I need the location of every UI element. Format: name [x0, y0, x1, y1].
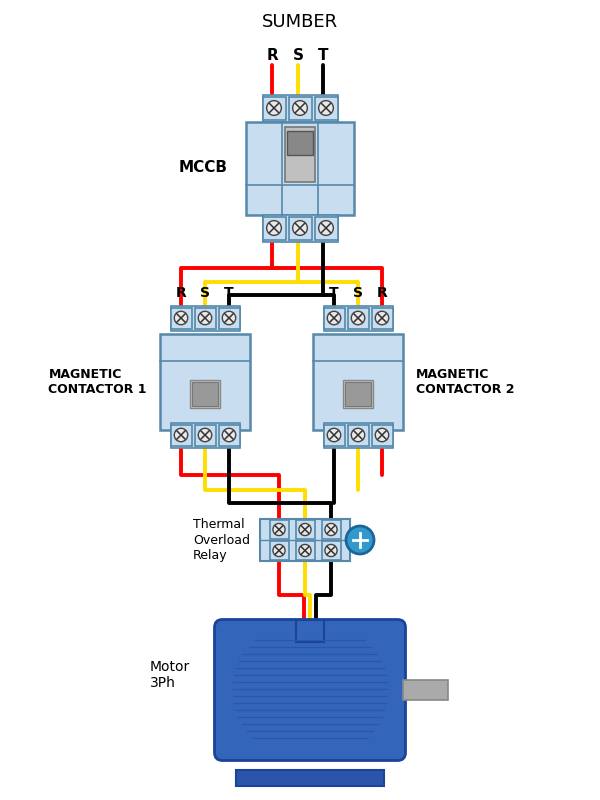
- Bar: [289, 217, 311, 239]
- Bar: [322, 541, 341, 560]
- Bar: [313, 334, 403, 430]
- Circle shape: [325, 523, 337, 535]
- Circle shape: [351, 311, 365, 325]
- Bar: [371, 425, 392, 446]
- Bar: [236, 770, 385, 786]
- Circle shape: [174, 428, 188, 442]
- Circle shape: [293, 101, 307, 115]
- Bar: [263, 217, 286, 239]
- Text: SUMBER: SUMBER: [262, 13, 338, 31]
- Circle shape: [299, 545, 311, 557]
- Bar: [260, 519, 350, 561]
- Bar: [194, 307, 215, 329]
- Circle shape: [319, 221, 334, 235]
- Bar: [246, 122, 354, 215]
- Bar: [218, 307, 239, 329]
- Bar: [289, 97, 311, 119]
- Circle shape: [273, 523, 285, 535]
- Circle shape: [299, 523, 311, 535]
- Bar: [194, 425, 215, 446]
- Circle shape: [198, 311, 212, 325]
- Text: R: R: [176, 286, 187, 300]
- Bar: [287, 131, 313, 154]
- Bar: [170, 307, 191, 329]
- Bar: [347, 425, 368, 446]
- Bar: [263, 97, 286, 119]
- Bar: [160, 334, 250, 430]
- Bar: [296, 541, 314, 560]
- Text: S: S: [353, 286, 363, 300]
- Circle shape: [174, 311, 188, 325]
- Bar: [314, 97, 337, 119]
- Bar: [296, 520, 314, 539]
- Circle shape: [346, 526, 374, 554]
- Bar: [314, 217, 337, 239]
- Text: MAGNETIC
CONTACTOR 1: MAGNETIC CONTACTOR 1: [49, 368, 147, 396]
- Circle shape: [273, 545, 285, 557]
- Bar: [347, 307, 368, 329]
- Bar: [170, 422, 239, 447]
- Bar: [323, 306, 392, 330]
- Text: Motor
3Ph: Motor 3Ph: [150, 660, 190, 690]
- Bar: [323, 425, 344, 446]
- Bar: [285, 127, 315, 182]
- Circle shape: [375, 311, 389, 325]
- Circle shape: [266, 221, 281, 235]
- Circle shape: [319, 101, 334, 115]
- Text: S: S: [293, 47, 304, 62]
- Bar: [263, 94, 337, 122]
- Circle shape: [198, 428, 212, 442]
- Circle shape: [266, 101, 281, 115]
- Bar: [170, 425, 191, 446]
- Circle shape: [222, 311, 236, 325]
- Text: T: T: [329, 286, 339, 300]
- Circle shape: [293, 221, 307, 235]
- Text: Thermal
Overload
Relay: Thermal Overload Relay: [193, 518, 250, 562]
- Bar: [218, 425, 239, 446]
- Circle shape: [375, 428, 389, 442]
- Bar: [371, 307, 392, 329]
- FancyBboxPatch shape: [215, 619, 406, 761]
- Bar: [192, 382, 218, 406]
- Circle shape: [327, 428, 341, 442]
- Text: T: T: [224, 286, 234, 300]
- Text: MAGNETIC
CONTACTOR 2: MAGNETIC CONTACTOR 2: [416, 368, 515, 396]
- Bar: [190, 379, 220, 407]
- Bar: [322, 520, 341, 539]
- Bar: [345, 382, 371, 406]
- Text: MCCB: MCCB: [179, 161, 228, 175]
- Circle shape: [222, 428, 236, 442]
- Text: R: R: [266, 47, 278, 62]
- Bar: [170, 306, 239, 330]
- Circle shape: [351, 428, 365, 442]
- Text: T: T: [318, 47, 328, 62]
- Bar: [269, 541, 289, 560]
- Text: R: R: [377, 286, 388, 300]
- Bar: [323, 307, 344, 329]
- Bar: [296, 620, 324, 642]
- Bar: [263, 214, 337, 242]
- Bar: [269, 520, 289, 539]
- Circle shape: [325, 545, 337, 557]
- Bar: [403, 680, 448, 700]
- Text: S: S: [200, 286, 210, 300]
- Circle shape: [327, 311, 341, 325]
- Bar: [323, 422, 392, 447]
- Bar: [343, 379, 373, 407]
